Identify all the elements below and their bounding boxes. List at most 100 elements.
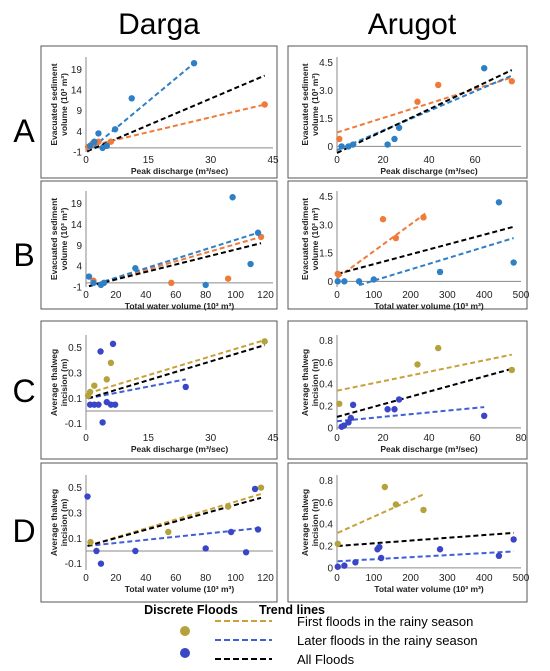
y-axis-title-line: incision (m) xyxy=(59,498,69,546)
y-axis-title: Average thalwegincision (m) xyxy=(300,349,320,416)
y-axis-title: Average thalwegincision (m) xyxy=(300,489,320,556)
y-tick-label: 0 xyxy=(327,563,333,574)
y-axis-title-line: volume (10³ m³) xyxy=(310,207,320,270)
x-tick-label: 0 xyxy=(334,433,340,444)
data-point-later xyxy=(395,396,403,403)
trend-line-later xyxy=(86,62,195,153)
data-point-later xyxy=(376,543,383,551)
y-tick-label: 19 xyxy=(71,65,83,76)
legend-title-trend: Trend lines xyxy=(259,603,325,617)
trend-line-all xyxy=(86,74,266,153)
data-point-later xyxy=(247,260,254,268)
data-point-later xyxy=(338,143,345,150)
data-point-later xyxy=(254,229,262,236)
y-tick-label: 4 xyxy=(76,127,82,138)
data-point-later xyxy=(93,547,100,555)
data-point-later xyxy=(202,545,209,552)
data-point-later xyxy=(242,549,250,556)
y-axis-title-line: incision (m) xyxy=(59,358,69,406)
x-tick-label: 80 xyxy=(200,573,212,584)
data-point-later xyxy=(341,562,348,569)
y-axis-title-line: volume (10³ m³) xyxy=(59,73,69,136)
y-tick-label: 0 xyxy=(327,423,333,434)
x-tick-label: 60 xyxy=(469,155,481,166)
panel-b-darga: -1 4 9 14 19 0 20 40 60 80 100 120 Total water volum… xyxy=(40,180,278,311)
y-tick-label: -1 xyxy=(73,148,82,159)
y-tick-label: 0.2 xyxy=(319,541,333,552)
data-point-later xyxy=(202,281,209,289)
data-point-first xyxy=(87,538,94,546)
data-point-later xyxy=(436,546,444,553)
x-tick-label: 15 xyxy=(143,433,155,444)
y-tick-label: 0.1 xyxy=(68,534,82,545)
data-point-later xyxy=(86,142,94,150)
y-axis-title-line: incision (m) xyxy=(310,498,320,546)
x-tick-label: 15 xyxy=(143,155,155,166)
x-axis-title: Total water volume (10³ m³) xyxy=(125,584,235,594)
y-axis-title: Evacuated sedimentvolume (10³ m³) xyxy=(49,63,69,145)
y-tick-label: 0.8 xyxy=(319,336,333,347)
data-point-later xyxy=(340,422,348,429)
data-point-later xyxy=(90,279,97,287)
data-point-later xyxy=(111,126,119,133)
y-axis-title-line: incision (m) xyxy=(310,358,320,406)
data-point-later xyxy=(334,563,341,570)
x-tick-label: 40 xyxy=(423,155,435,166)
panel-frame xyxy=(287,180,528,310)
trend-line-later xyxy=(336,406,485,423)
data-point-first xyxy=(508,78,515,85)
y-tick-label: 0.5 xyxy=(68,483,82,494)
panel-frame xyxy=(40,320,278,460)
x-tick-label: 500 xyxy=(513,290,530,301)
y-tick-label: 4.5 xyxy=(319,58,333,69)
data-point-first xyxy=(224,503,232,510)
trend-line-first xyxy=(336,76,513,134)
data-point-later xyxy=(384,406,391,413)
trend-line-first xyxy=(337,212,426,279)
x-tick-label: 0 xyxy=(334,155,340,166)
x-axis-title: Peak discharge (m³/sec) xyxy=(380,166,477,176)
data-point-later xyxy=(251,485,259,493)
y-tick-label: 9 xyxy=(76,106,82,117)
panel-frame xyxy=(40,45,278,179)
trend-line-all xyxy=(337,225,514,275)
panel-frame xyxy=(40,462,278,603)
y-axis-title-line: Average thalweg xyxy=(300,489,310,556)
data-point-later xyxy=(495,199,503,206)
data-point-later xyxy=(100,279,108,287)
x-axis-title: Total water volume (10³ m³) xyxy=(374,301,484,311)
data-point-later xyxy=(95,130,102,137)
data-point-later xyxy=(341,278,348,285)
data-point-first xyxy=(379,216,387,223)
data-point-first xyxy=(392,501,400,508)
data-point-later xyxy=(481,412,488,420)
y-tick-label: -1 xyxy=(73,283,82,294)
x-tick-label: 400 xyxy=(476,573,493,584)
trend-line-all xyxy=(88,242,262,288)
data-point-first xyxy=(261,338,268,345)
y-tick-label: 3.0 xyxy=(319,220,333,231)
y-tick-label: 0.3 xyxy=(68,509,82,520)
data-point-later xyxy=(377,554,385,562)
y-tick-label: 0.2 xyxy=(319,401,333,412)
y-tick-label: 0.1 xyxy=(68,394,82,405)
trend-line-first xyxy=(337,492,426,534)
trend-line-later xyxy=(337,550,514,563)
x-tick-label: 0 xyxy=(83,155,89,166)
trend-line-all xyxy=(336,367,513,418)
x-tick-label: 0 xyxy=(83,433,89,444)
y-tick-label: 1.5 xyxy=(319,114,333,125)
x-tick-label: 100 xyxy=(227,573,244,584)
y-axis-title-line: Evacuated sediment xyxy=(300,198,310,280)
x-tick-label: 30 xyxy=(205,433,217,444)
x-tick-label: 60 xyxy=(469,433,481,444)
data-point-later xyxy=(352,559,359,566)
y-tick-label: 9 xyxy=(76,241,82,252)
y-axis-title-line: Average thalweg xyxy=(49,489,59,556)
data-point-later xyxy=(190,59,198,67)
x-tick-label: 20 xyxy=(377,433,389,444)
data-point-later xyxy=(395,124,403,131)
data-point-later xyxy=(97,560,105,567)
y-axis-title-line: Evacuated sediment xyxy=(49,198,59,280)
